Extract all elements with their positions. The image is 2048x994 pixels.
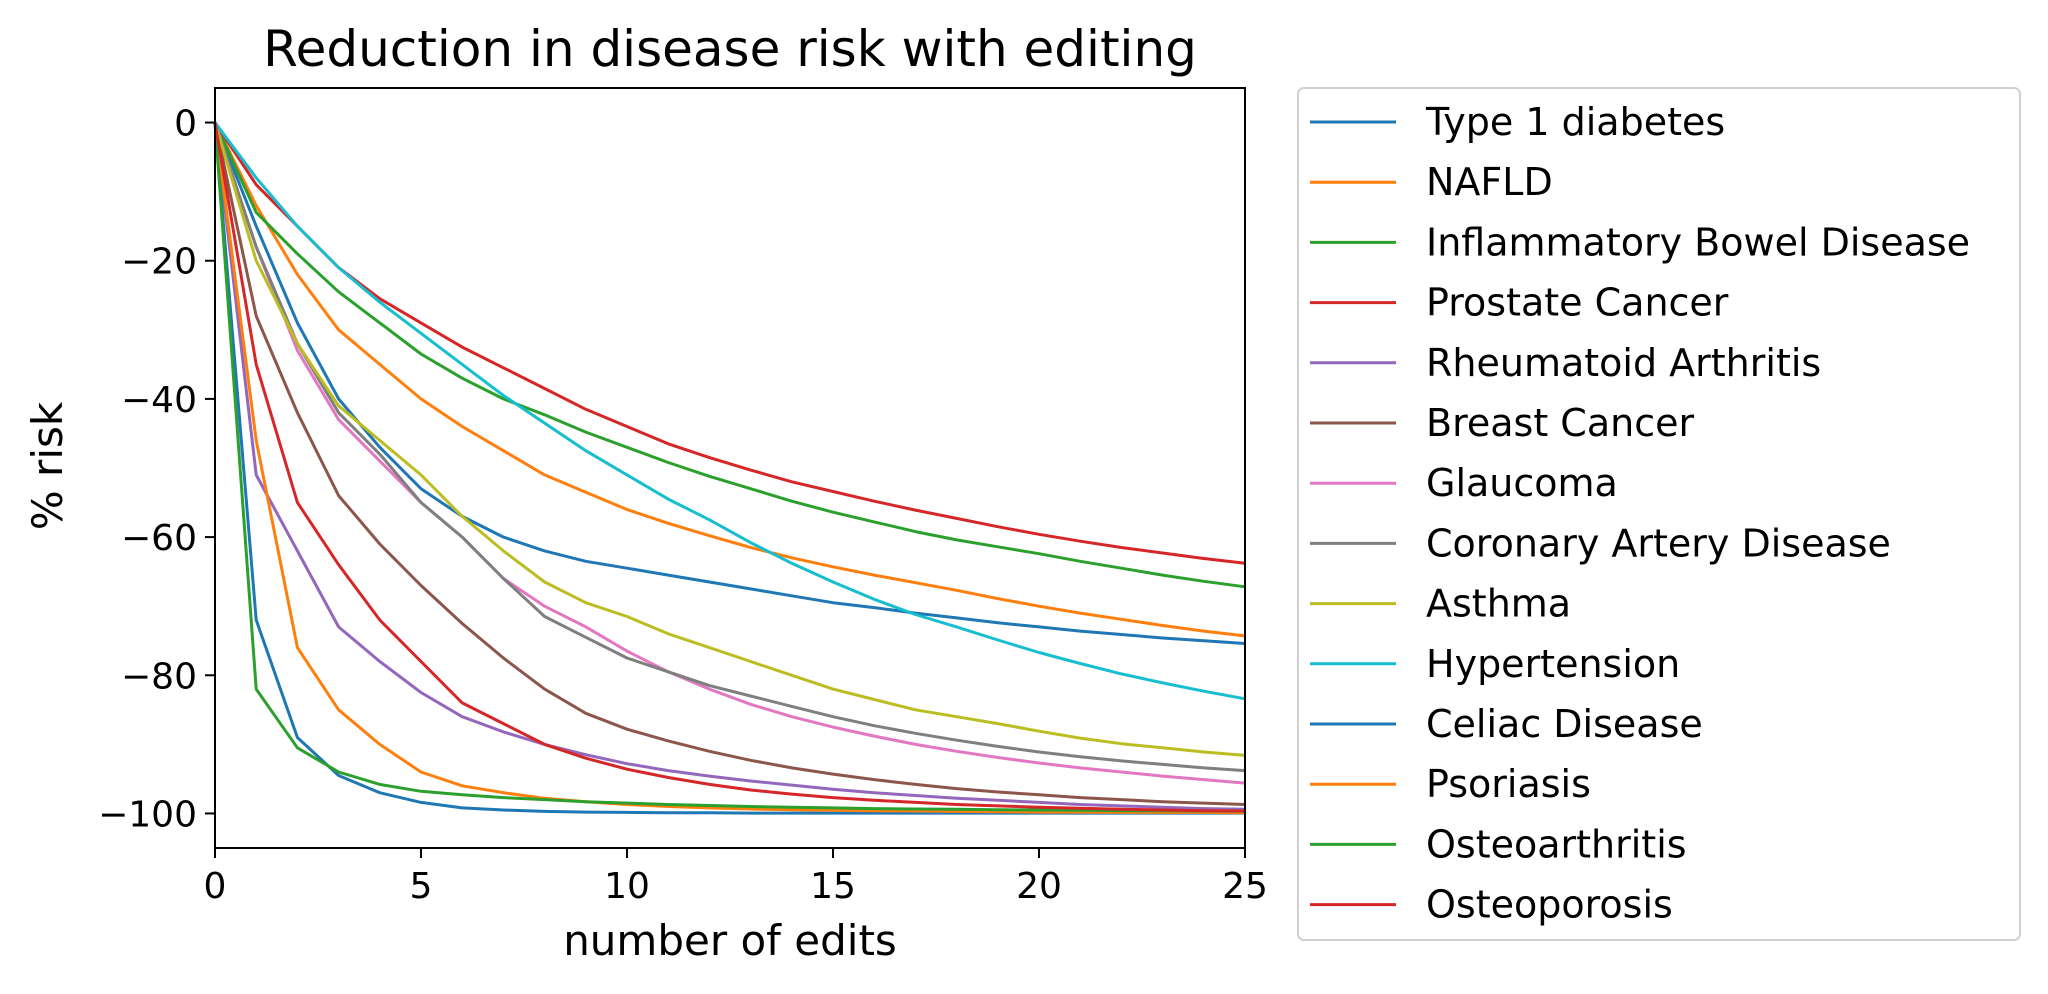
legend-label: Breast Cancer [1426,401,1694,445]
chart-title: Reduction in disease risk with editing [263,20,1197,78]
x-axis-label: number of edits [563,916,897,965]
series-line-8 [213,122,1246,757]
y-tick-label: 0 [174,104,197,145]
legend-frame [1297,87,2021,941]
series-line-13 [213,122,1246,813]
series-line-5 [213,122,1246,806]
legend-label: Glaucoma [1426,461,1618,505]
x-tick-label: 0 [204,866,227,907]
legend-label: Psoriasis [1426,762,1591,806]
x-axis: 0 5 10 15 20 25 [204,848,1268,907]
y-tick-label: −100 [98,794,197,835]
legend-label: Osteoarthritis [1426,822,1687,866]
series-line-0 [213,121,1246,645]
x-tick-label: 15 [810,866,856,907]
legend-label: NAFLD [1426,160,1553,204]
y-tick-label: −20 [121,242,197,283]
x-tick-label: 5 [410,866,433,907]
y-tick-label: −80 [121,656,197,697]
series-line-11 [213,122,1246,815]
x-tick-label: 25 [1222,866,1268,907]
y-tick-label: −60 [121,518,197,559]
series-line-4 [213,122,1246,811]
legend-label: Rheumatoid Arthritis [1426,341,1821,385]
series-line-7 [213,122,1246,773]
series-line-6 [213,122,1246,785]
legend-label: Inflammatory Bowel Disease [1426,220,1970,264]
legend-label: Coronary Artery Disease [1426,521,1891,565]
y-axis-label: % risk [23,401,72,530]
y-tick-label: −40 [121,380,197,421]
legend-label: Asthma [1426,582,1571,626]
legend-label: Prostate Cancer [1426,281,1729,325]
series-line-12 [213,122,1246,813]
series-line-9 [213,121,1246,701]
series-line-2 [213,121,1246,589]
y-axis: 0 −20 −40 −60 −80 −100 [98,104,215,835]
plot-frame [214,87,1246,849]
legend: Type 1 diabetes NAFLD Inflammatory Bowel D… [1297,87,2021,941]
series-line-3 [213,121,1246,565]
series-line-10 [213,122,1245,815]
x-tick-label: 20 [1016,866,1062,907]
legend-label: Type 1 diabetes [1425,100,1725,144]
legend-label: Hypertension [1426,642,1680,686]
plot-area [213,121,1246,815]
legend-label: Celiac Disease [1426,702,1703,746]
x-tick-label: 10 [604,866,650,907]
series-line-1 [213,121,1246,638]
legend-label: Osteoporosis [1426,883,1673,927]
